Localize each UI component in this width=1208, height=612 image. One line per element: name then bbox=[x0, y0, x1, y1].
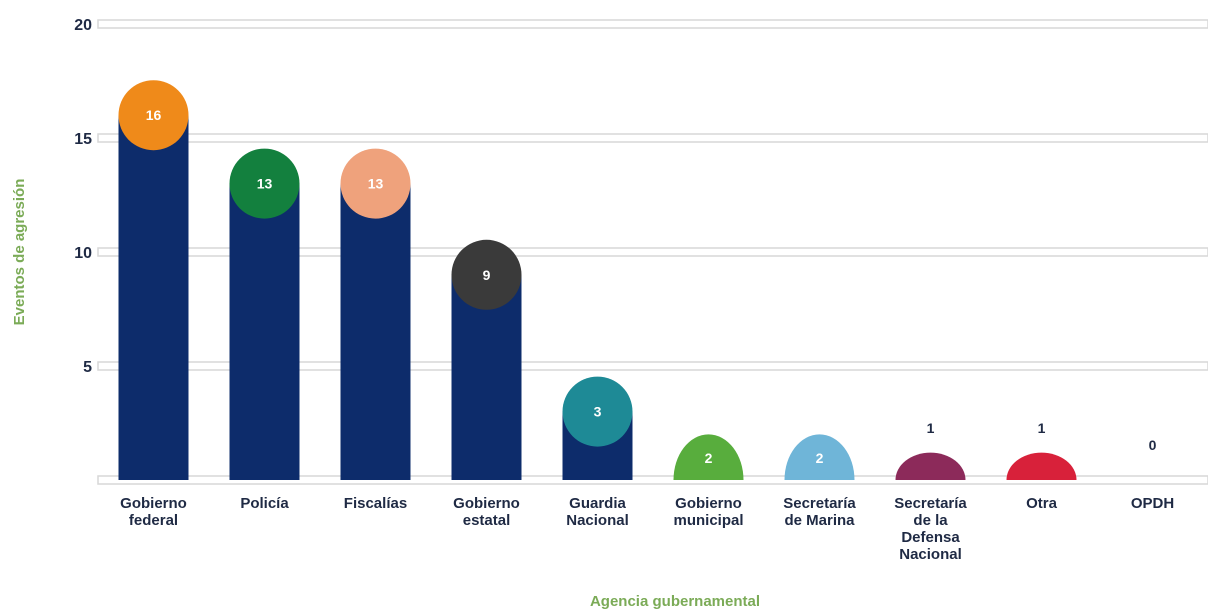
data-label: 13 bbox=[368, 176, 384, 192]
x-tick-label: Policía bbox=[240, 495, 289, 512]
x-tick-label-line: Gobierno bbox=[675, 495, 742, 512]
y-axis-ticks: 5 10 15 20 bbox=[74, 17, 92, 376]
y-tick-label: 10 bbox=[74, 245, 92, 262]
x-tick-label-line: Guardia bbox=[569, 495, 626, 512]
x-tick-label-line: estatal bbox=[463, 512, 511, 529]
x-tick-label: Secretaría de Marina bbox=[783, 495, 856, 529]
grid-lines bbox=[97, 19, 1208, 485]
x-tick-label-line: Gobierno bbox=[120, 495, 187, 512]
data-label: 9 bbox=[483, 267, 491, 283]
grid-line bbox=[97, 19, 1208, 29]
x-tick-label: Gobierno federal bbox=[120, 495, 187, 529]
y-tick-label: 15 bbox=[74, 131, 92, 148]
bar bbox=[340, 183, 411, 480]
data-label: 1 bbox=[1038, 420, 1046, 436]
x-tick-label: Gobierno municipal bbox=[673, 495, 743, 529]
grid-line bbox=[97, 361, 1208, 371]
x-tick-label: OPDH bbox=[1131, 495, 1174, 512]
value-bubble bbox=[562, 376, 633, 447]
grid-line bbox=[97, 247, 1208, 257]
x-tick-label-line: federal bbox=[129, 512, 178, 529]
value-bubble bbox=[118, 80, 189, 151]
x-tick-label-line: Nacional bbox=[566, 512, 629, 529]
x-tick-label: Otra bbox=[1026, 495, 1058, 512]
data-label: 16 bbox=[146, 107, 162, 123]
x-tick-label-line: Gobierno bbox=[453, 495, 520, 512]
data-label: 1 bbox=[927, 420, 935, 436]
x-tick-label-line: Defensa bbox=[901, 529, 960, 546]
x-tick-label-line: Secretaría bbox=[894, 495, 967, 512]
x-tick-label: Secretaría de la Defensa Nacional bbox=[894, 495, 967, 563]
data-label: 2 bbox=[705, 450, 713, 466]
data-label: 2 bbox=[816, 450, 824, 466]
x-tick-label-line: Secretaría bbox=[783, 495, 856, 512]
x-tick-label: Gobierno estatal bbox=[453, 495, 520, 529]
x-tick-label-line: de la bbox=[913, 512, 948, 529]
y-tick-label: 5 bbox=[83, 359, 92, 376]
bar bbox=[895, 452, 966, 480]
x-tick-label-line: municipal bbox=[673, 512, 743, 529]
bars: 16 13 13 9 3 2 2 1 1 0 bbox=[118, 80, 1157, 480]
x-tick-label-line: Fiscalías bbox=[344, 495, 407, 512]
data-label: 0 bbox=[1149, 437, 1157, 453]
x-tick-label-line: OPDH bbox=[1131, 495, 1174, 512]
data-label: 3 bbox=[594, 404, 602, 420]
y-tick-label: 20 bbox=[74, 17, 92, 34]
x-tick-label-line: de Marina bbox=[784, 512, 855, 529]
x-tick-label: Fiscalías bbox=[344, 495, 407, 512]
x-axis-title: Agencia gubernamental bbox=[590, 593, 760, 610]
value-bubble bbox=[229, 148, 300, 219]
data-label: 13 bbox=[257, 176, 273, 192]
value-bubble bbox=[340, 148, 411, 219]
x-tick-label-line: Nacional bbox=[899, 546, 962, 563]
value-bubble bbox=[451, 239, 522, 310]
bar bbox=[229, 183, 300, 480]
bar bbox=[118, 115, 189, 480]
grid-line bbox=[97, 475, 1208, 485]
bar bbox=[784, 434, 855, 480]
x-tick-label: Guardia Nacional bbox=[566, 495, 629, 529]
bar bbox=[673, 434, 744, 480]
bar bbox=[1006, 452, 1077, 480]
grid-line bbox=[97, 133, 1208, 143]
x-tick-label-line: Otra bbox=[1026, 495, 1058, 512]
x-tick-label-line: Policía bbox=[240, 495, 289, 512]
y-axis-title: Eventos de agresión bbox=[11, 179, 28, 326]
